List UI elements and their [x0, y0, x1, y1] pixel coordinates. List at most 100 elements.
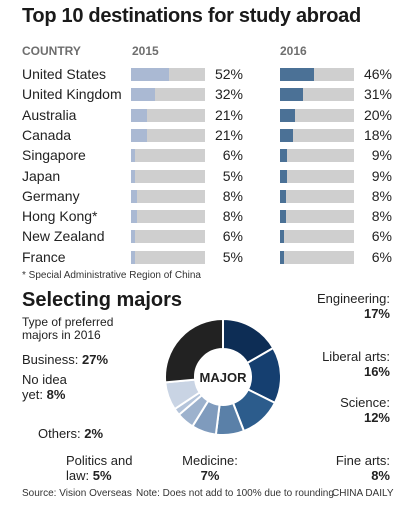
label-fine-arts-value: 8% — [371, 468, 390, 483]
label-politics-law-value: 5% — [92, 468, 112, 483]
bar-track-2015 — [131, 149, 205, 163]
label-no-idea: No idea yet: 8% — [22, 372, 72, 402]
bar-track-2016 — [280, 169, 354, 183]
value-label-2015: 21% — [214, 106, 243, 123]
year-2016-header: 2016 — [280, 44, 307, 58]
footnote: * Special Administrative Region of China — [22, 270, 201, 281]
value-label-2016: 8% — [371, 208, 392, 225]
bar-track-2015 — [131, 169, 205, 183]
label-medicine-name: Medicine: — [182, 453, 238, 468]
bar-2015 — [131, 169, 135, 183]
bar-track-2016 — [280, 149, 354, 163]
label-others-value: 2% — [84, 426, 104, 441]
bar-row: Hong Kong* 8% 8% — [0, 207, 413, 227]
donut-slice — [164, 317, 224, 384]
label-politics-law-name: Politics and law: — [66, 453, 133, 483]
bar-2016 — [280, 128, 294, 142]
value-label-2015: 6% — [222, 228, 243, 245]
label-fine-arts: Fine arts: 8% — [300, 453, 390, 483]
value-label-2015: 5% — [222, 248, 243, 265]
majors-title: Selecting majors — [22, 289, 183, 311]
bar-2015 — [131, 108, 147, 122]
value-label-2015: 32% — [214, 86, 243, 103]
value-label-2016: 6% — [371, 228, 392, 245]
bar-2015 — [131, 230, 136, 244]
bar-track-2015 — [131, 230, 205, 244]
chart-title: Top 10 destinations for study abroad — [22, 5, 361, 27]
bar-2015 — [131, 210, 137, 224]
donut-center-label: MAJOR — [200, 370, 248, 385]
bar-2015 — [131, 68, 170, 81]
country-label: Australia — [22, 106, 77, 123]
bar-track-2016 — [280, 108, 354, 122]
credit-text: CHINA DAILY — [332, 488, 394, 499]
bar-2015 — [131, 250, 135, 264]
donut-slice — [191, 399, 221, 436]
label-politics-law: Politics and law: 5% — [66, 453, 138, 483]
label-science: Science: 12% — [318, 395, 390, 425]
bar-track-2016 — [280, 68, 354, 81]
bar-track-2016 — [280, 250, 354, 264]
value-label-2016: 6% — [371, 248, 392, 265]
bar-2016 — [280, 108, 295, 122]
country-label: Japan — [22, 167, 61, 184]
bar-row: Japan 5% 9% — [0, 167, 413, 187]
country-label: United States — [22, 66, 107, 82]
label-no-idea-value: 8% — [46, 387, 66, 402]
label-others: Others: 2% — [38, 426, 128, 441]
label-engineering-value: 17% — [363, 306, 390, 321]
bar-2016 — [280, 230, 285, 244]
label-liberal-arts-name: Liberal arts: — [322, 349, 390, 364]
majors-subtitle: Type of preferred majors in 2016 — [22, 315, 114, 342]
donut-slice — [177, 393, 210, 428]
bar-row: France 5% 6% — [0, 248, 413, 268]
label-no-idea-name: No idea yet: — [22, 372, 67, 402]
country-label: Canada — [22, 126, 72, 143]
bar-2015 — [131, 149, 136, 163]
value-label-2015: 21% — [214, 126, 243, 143]
label-medicine: Medicine: 7% — [178, 453, 242, 483]
value-label-2016: 31% — [363, 86, 392, 103]
label-liberal-arts-value: 16% — [363, 364, 390, 379]
bar-2016 — [280, 250, 285, 264]
label-business-value: 27% — [82, 352, 109, 367]
label-engineering: Engineering: 17% — [310, 291, 390, 321]
bar-2015 — [131, 128, 147, 142]
value-label-2016: 46% — [363, 66, 392, 82]
bar-row: Australia 21% 20% — [0, 106, 413, 126]
bar-2016 — [280, 189, 286, 203]
bar-track-2015 — [131, 189, 205, 203]
donut-slice — [214, 401, 246, 436]
bar-row: Germany 8% 8% — [0, 187, 413, 207]
value-label-2016: 8% — [371, 187, 392, 204]
label-engineering-name: Engineering: — [317, 291, 390, 306]
value-label-2015: 8% — [222, 208, 243, 225]
donut-slice — [245, 346, 282, 405]
bar-track-2015 — [131, 128, 205, 142]
country-label: Germany — [22, 187, 80, 204]
bar-track-2016 — [280, 230, 354, 244]
donut-slice — [173, 391, 204, 417]
label-science-name: Science: — [340, 395, 390, 410]
bar-2016 — [280, 68, 315, 81]
country-label: New Zealand — [22, 228, 105, 245]
value-label-2016: 18% — [363, 126, 392, 143]
bar-track-2016 — [280, 128, 354, 142]
donut-slice — [231, 388, 277, 433]
bar-row: Singapore 6% 9% — [0, 146, 413, 166]
bar-track-2016 — [280, 88, 354, 102]
bar-track-2016 — [280, 189, 354, 203]
source-text: Source: Vision Overseas — [22, 488, 132, 499]
value-label-2015: 52% — [214, 66, 243, 82]
bar-row: United Kingdom 32% 31% — [0, 85, 413, 105]
bar-2016 — [280, 149, 287, 163]
value-label-2015: 5% — [222, 167, 243, 184]
value-label-2015: 8% — [222, 187, 243, 204]
label-business: Business: 27% — [22, 352, 172, 367]
bar-2015 — [131, 88, 155, 102]
bar-row: Canada 21% 18% — [0, 126, 413, 146]
bar-track-2015 — [131, 68, 205, 81]
donut-slice — [222, 317, 275, 365]
rounding-note: Note: Does not add to 100% due to roundi… — [136, 488, 334, 499]
label-fine-arts-name: Fine arts: — [335, 453, 390, 468]
